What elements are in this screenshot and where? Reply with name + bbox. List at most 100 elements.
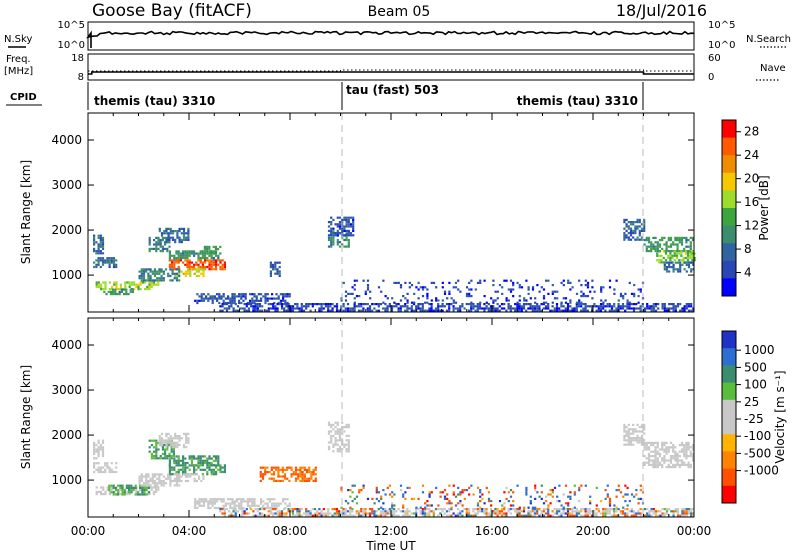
range-cell: [679, 514, 682, 517]
range-cell: [202, 274, 205, 278]
range-cell: [169, 441, 172, 444]
range-cell: [305, 471, 309, 474]
range-cell: [210, 263, 213, 266]
range-cell: [380, 495, 383, 498]
range-cell: [434, 508, 438, 511]
range-cell: [171, 446, 175, 449]
range-cell: [171, 230, 175, 233]
range-cell: [476, 303, 479, 306]
range-cell: [97, 245, 100, 248]
range-cell: [402, 493, 405, 496]
range-cell: [439, 495, 442, 498]
range-cell: [613, 510, 616, 513]
range-cell: [626, 299, 629, 302]
range-cell: [562, 508, 565, 511]
range-cell: [166, 457, 169, 460]
range-cell: [165, 241, 168, 244]
range-cell: [591, 514, 594, 517]
range-cell: [176, 446, 179, 449]
range-cell: [501, 286, 504, 289]
range-cell: [153, 274, 157, 278]
range-cell: [690, 514, 693, 517]
range-cell: [522, 307, 526, 310]
range-cell: [397, 307, 400, 310]
nave-tick-top: 60: [708, 53, 721, 64]
range-cell: [187, 479, 190, 483]
range-cell: [139, 493, 142, 496]
range-cell: [685, 512, 688, 515]
range-cell: [684, 256, 687, 260]
range-cell: [167, 236, 170, 239]
range-cell: [580, 514, 583, 517]
range-cell: [454, 514, 457, 517]
range-cell: [634, 232, 637, 235]
range-cell: [672, 450, 675, 453]
range-cell: [505, 486, 508, 489]
range-cell: [193, 470, 196, 474]
range-cell: [277, 468, 280, 471]
range-cell: [676, 463, 679, 466]
range-cell: [656, 252, 659, 255]
range-cell: [136, 493, 139, 496]
range-cell: [95, 241, 98, 244]
range-cell: [650, 450, 653, 453]
range-cell: [624, 305, 627, 308]
range-cell: [575, 512, 578, 515]
range-cell: [417, 288, 420, 291]
range-cell: [669, 446, 673, 449]
range-cell: [393, 512, 396, 515]
colorbar-swatch: [722, 451, 736, 470]
range-cell: [600, 288, 603, 291]
range-cell: [142, 475, 146, 478]
range-cell: [130, 486, 133, 489]
range-cell: [336, 241, 339, 244]
range-cell: [569, 281, 572, 284]
range-cell: [108, 490, 111, 493]
range-cell: [487, 309, 490, 312]
range-cell: [322, 508, 325, 511]
range-cell: [297, 477, 300, 480]
range-cell: [338, 309, 341, 312]
range-cell: [410, 497, 414, 500]
range-cell: [340, 309, 343, 312]
range-cell: [177, 455, 180, 458]
range-cell: [185, 236, 188, 239]
range-cell: [178, 435, 181, 438]
range-cell: [547, 504, 550, 507]
range-cell: [117, 489, 120, 492]
range-cell: [110, 491, 113, 494]
range-cell: [173, 473, 176, 476]
range-cell: [652, 309, 655, 312]
range-cell: [261, 477, 265, 480]
range-cell: [180, 232, 183, 235]
range-cell: [95, 490, 98, 493]
range-cell: [351, 307, 354, 310]
range-cell: [173, 477, 176, 480]
range-cell: [648, 514, 651, 517]
range-cell: [211, 299, 214, 302]
range-cell: [327, 309, 330, 312]
range-cell: [571, 307, 574, 310]
range-cell: [692, 508, 695, 511]
range-cell: [626, 504, 629, 507]
range-cell: [167, 475, 170, 478]
range-cell: [171, 479, 174, 483]
range-cell: [527, 514, 530, 517]
colorbar-swatch: [722, 208, 736, 227]
range-cell: [184, 464, 187, 467]
range-cell: [498, 512, 501, 515]
range-cell: [184, 475, 187, 478]
range-cell: [272, 479, 276, 482]
range-cell: [377, 508, 380, 511]
range-cell: [445, 309, 449, 312]
range-cell: [215, 250, 218, 253]
range-cell: [289, 307, 292, 310]
range-cell: [483, 279, 486, 282]
range-cell: [341, 421, 344, 424]
range-cell: [108, 489, 111, 492]
range-cell: [637, 502, 640, 505]
range-cell: [353, 303, 356, 306]
range-cell: [505, 279, 508, 282]
range-cell: [288, 504, 291, 507]
